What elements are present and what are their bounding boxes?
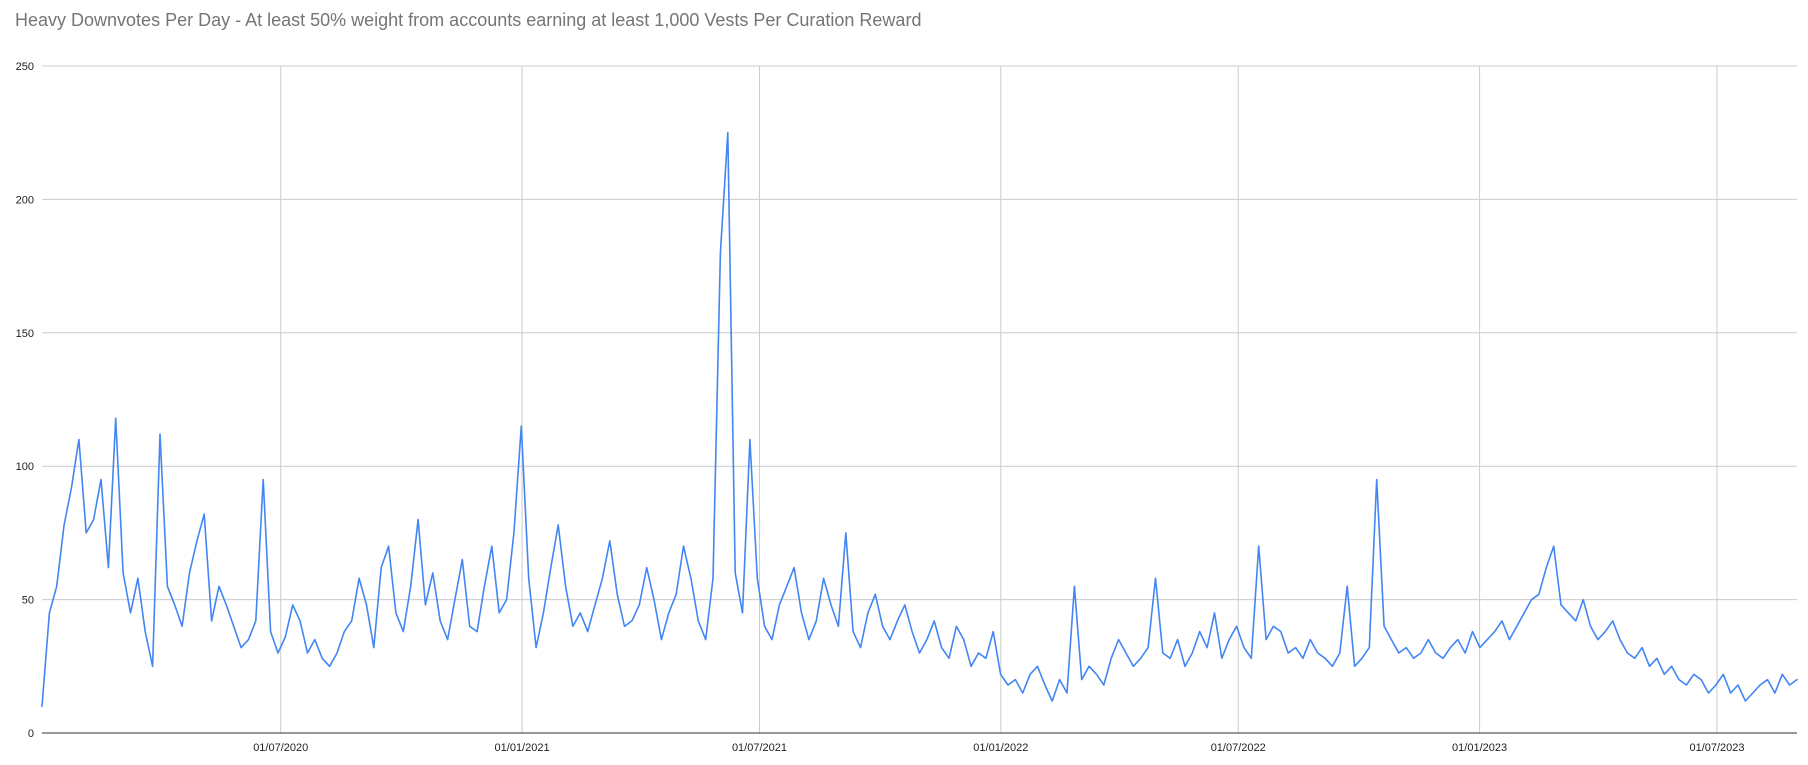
grid-layer [42, 65, 1797, 733]
x-tick-label: 01/01/2023 [1452, 742, 1507, 754]
y-tick-label: 150 [16, 328, 34, 340]
y-tick-label: 100 [16, 461, 34, 473]
y-tick-label: 50 [22, 595, 34, 607]
x-tick-label: 01/07/2020 [253, 742, 308, 754]
y-tick-label: 250 [16, 61, 34, 73]
x-tick-label: 01/01/2022 [973, 742, 1028, 754]
y-tick-label: 0 [28, 728, 34, 740]
x-tick-label: 01/07/2022 [1211, 742, 1266, 754]
series-line [41, 131, 1798, 708]
x-tick-label: 01/07/2023 [1689, 742, 1744, 754]
chart-title: Heavy Downvotes Per Day - At least 50% w… [15, 10, 922, 30]
series-layer [41, 131, 1798, 708]
x-tick-label: 01/01/2021 [495, 742, 550, 754]
x-tick-label: 01/07/2021 [732, 742, 787, 754]
y-tick-label: 200 [16, 194, 34, 206]
label-layer: 0 50 100 150 200 250 01/07/2020 01/01/2021 01/07… [16, 61, 1745, 754]
